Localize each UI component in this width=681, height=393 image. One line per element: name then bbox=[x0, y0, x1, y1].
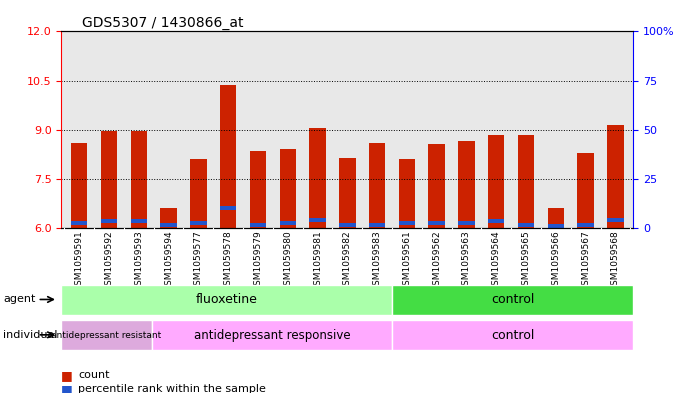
Text: GSM1059591: GSM1059591 bbox=[75, 231, 84, 292]
Bar bbox=[518, 135, 535, 228]
Bar bbox=[131, 131, 147, 228]
Text: GDS5307 / 1430866_at: GDS5307 / 1430866_at bbox=[82, 16, 243, 30]
Bar bbox=[548, 224, 564, 228]
Text: GSM1059592: GSM1059592 bbox=[104, 231, 114, 291]
Bar bbox=[577, 152, 594, 228]
Text: GSM1059567: GSM1059567 bbox=[581, 231, 590, 292]
Text: GSM1059583: GSM1059583 bbox=[373, 231, 381, 292]
Bar bbox=[339, 223, 355, 227]
FancyBboxPatch shape bbox=[61, 285, 392, 315]
Text: GSM1059582: GSM1059582 bbox=[343, 231, 352, 291]
Bar bbox=[607, 125, 624, 228]
Bar bbox=[518, 223, 535, 227]
Text: fluoxetine: fluoxetine bbox=[196, 293, 258, 306]
Text: antidepressant resistant: antidepressant resistant bbox=[51, 331, 161, 340]
Bar bbox=[428, 145, 445, 228]
Text: GSM1059594: GSM1059594 bbox=[164, 231, 173, 291]
Bar bbox=[458, 141, 475, 228]
Text: antidepressant responsive: antidepressant responsive bbox=[193, 329, 350, 342]
Bar bbox=[577, 223, 594, 227]
Text: GSM1059579: GSM1059579 bbox=[253, 231, 262, 292]
Text: GSM1059580: GSM1059580 bbox=[283, 231, 292, 292]
Bar bbox=[71, 221, 87, 225]
Bar bbox=[250, 151, 266, 228]
FancyBboxPatch shape bbox=[61, 320, 152, 350]
Bar bbox=[279, 149, 296, 228]
Bar bbox=[369, 223, 385, 227]
Text: GSM1059562: GSM1059562 bbox=[432, 231, 441, 291]
Text: agent: agent bbox=[3, 294, 36, 305]
Bar bbox=[220, 86, 236, 228]
Bar bbox=[101, 219, 117, 223]
Bar bbox=[607, 218, 624, 222]
Text: GSM1059563: GSM1059563 bbox=[462, 231, 471, 292]
Text: GSM1059578: GSM1059578 bbox=[223, 231, 233, 292]
Text: percentile rank within the sample: percentile rank within the sample bbox=[78, 384, 266, 393]
FancyBboxPatch shape bbox=[392, 285, 633, 315]
Bar bbox=[488, 219, 505, 223]
Bar bbox=[190, 221, 206, 225]
FancyBboxPatch shape bbox=[392, 320, 633, 350]
Bar bbox=[279, 221, 296, 225]
Text: control: control bbox=[491, 329, 535, 342]
Bar bbox=[101, 131, 117, 228]
Text: GSM1059565: GSM1059565 bbox=[522, 231, 530, 292]
Bar bbox=[369, 143, 385, 228]
Text: ■: ■ bbox=[61, 369, 73, 382]
Bar bbox=[309, 128, 326, 228]
Text: GSM1059581: GSM1059581 bbox=[313, 231, 322, 292]
Text: control: control bbox=[491, 293, 535, 306]
Bar bbox=[458, 221, 475, 225]
Bar bbox=[131, 219, 147, 223]
Text: count: count bbox=[78, 370, 110, 380]
Text: GSM1059593: GSM1059593 bbox=[134, 231, 143, 292]
Bar bbox=[339, 158, 355, 228]
Bar bbox=[160, 208, 177, 228]
Bar bbox=[220, 206, 236, 210]
Bar bbox=[71, 143, 87, 228]
Text: GSM1059577: GSM1059577 bbox=[194, 231, 203, 292]
Bar bbox=[428, 221, 445, 225]
Text: GSM1059568: GSM1059568 bbox=[611, 231, 620, 292]
Bar bbox=[548, 208, 564, 228]
Text: ■: ■ bbox=[61, 382, 73, 393]
Text: individual: individual bbox=[3, 330, 58, 340]
Bar bbox=[190, 159, 206, 228]
Bar bbox=[160, 223, 177, 227]
Text: GSM1059564: GSM1059564 bbox=[492, 231, 501, 291]
Text: GSM1059566: GSM1059566 bbox=[552, 231, 560, 292]
Bar bbox=[398, 159, 415, 228]
Bar bbox=[250, 223, 266, 227]
Bar bbox=[488, 135, 505, 228]
FancyBboxPatch shape bbox=[152, 320, 392, 350]
Bar bbox=[309, 218, 326, 222]
Text: GSM1059561: GSM1059561 bbox=[402, 231, 411, 292]
Bar bbox=[398, 221, 415, 225]
